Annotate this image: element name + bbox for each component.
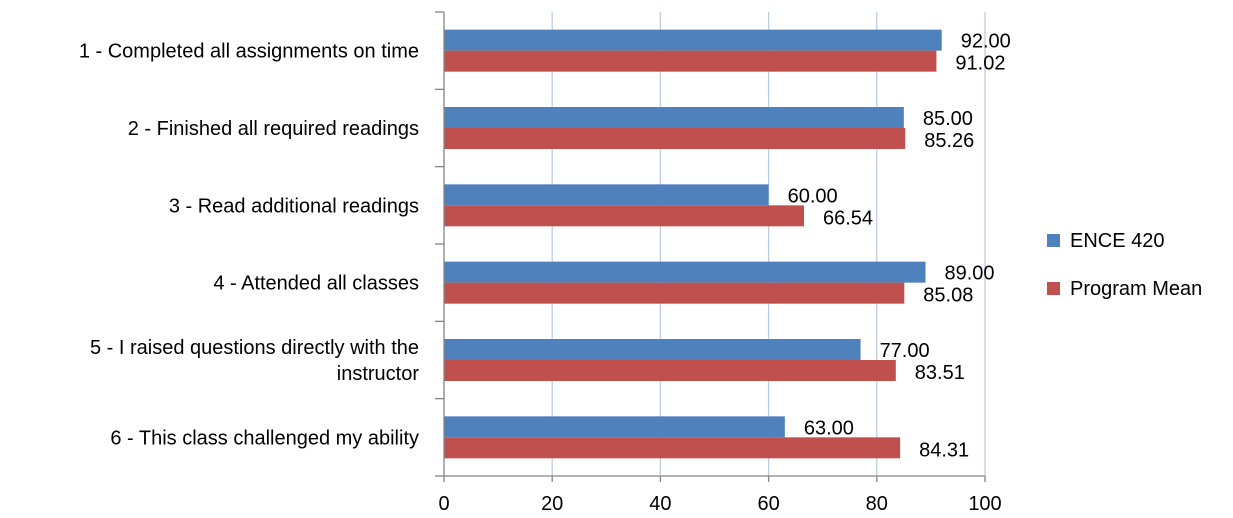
bar-ence-420 — [444, 416, 785, 438]
legend-swatch — [1047, 282, 1060, 295]
axes: 0 20 40 60 80 100 1 - Completed all assignment… — [79, 11, 1002, 515]
category-label: instructor — [337, 363, 420, 385]
data-label: 91.02 — [955, 53, 1005, 75]
bar-program-mean — [444, 128, 906, 149]
category-label: 2 - Finished all required readings — [128, 118, 419, 140]
bar-program-mean — [444, 360, 896, 381]
bar-program-mean — [444, 50, 937, 72]
data-label: 89.00 — [944, 263, 994, 285]
data-label: 85.00 — [923, 108, 973, 130]
x-tick-label: 80 — [866, 493, 888, 515]
x-tick-label: 60 — [757, 493, 779, 515]
bar-ence-420 — [444, 184, 769, 206]
x-tick-label: 20 — [541, 493, 563, 515]
legend-label: ENCE 420 — [1070, 230, 1165, 252]
bar-program-mean — [444, 282, 905, 304]
data-label: 77.00 — [880, 340, 930, 362]
legend-label: Program Mean — [1070, 278, 1202, 300]
legend-swatch — [1047, 234, 1060, 247]
data-label: 66.54 — [823, 207, 873, 229]
data-label: 83.51 — [915, 362, 965, 384]
bar-program-mean — [444, 205, 804, 227]
bar-ence-420 — [444, 339, 861, 360]
category-label: 6 - This class challenged my ability — [110, 427, 419, 449]
category-label: 1 - Completed all assignments on time — [79, 41, 419, 63]
data-label: 85.08 — [923, 285, 973, 307]
x-tick-label: 40 — [649, 493, 671, 515]
data-label: 85.26 — [924, 130, 974, 152]
category-label: 3 - Read additional readings — [169, 195, 419, 217]
bar-ence-420 — [444, 107, 904, 128]
category-label: 5 - I raised questions directly with the — [90, 337, 419, 359]
data-label: 60.00 — [788, 185, 838, 207]
gridlines — [551, 12, 986, 476]
data-label: 84.31 — [919, 439, 969, 461]
x-tick-label: 100 — [968, 493, 1001, 515]
data-label: 63.00 — [804, 417, 854, 439]
bar-ence-420 — [444, 261, 926, 283]
category-label: 4 - Attended all classes — [213, 273, 419, 295]
data-label: 92.00 — [961, 31, 1011, 53]
bar-program-mean — [444, 437, 901, 459]
x-tick-label: 0 — [438, 493, 449, 515]
legend: ENCE 420 Program Mean — [1047, 230, 1202, 300]
bars — [444, 29, 942, 459]
bar-ence-420 — [444, 29, 942, 51]
